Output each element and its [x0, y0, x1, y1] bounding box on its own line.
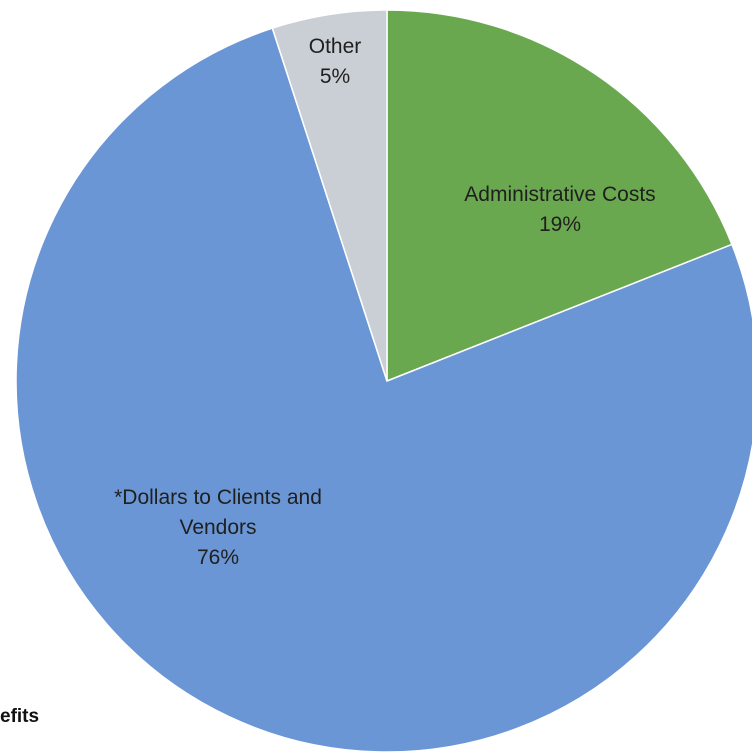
slice-label-line: Administrative Costs: [464, 183, 655, 206]
slice-label-line: *Dollars to Clients and: [114, 486, 322, 509]
footnote-text: efits: [0, 706, 40, 727]
slice-label-line: Other: [309, 35, 362, 58]
pie-slices: [15, 9, 752, 752]
slice-label-line: 19%: [539, 213, 581, 236]
pie-slice-administrative-costs: [386, 9, 733, 383]
pie-slice-dollars-to-clients-and-vendors: [15, 27, 752, 752]
pie-slice-other: [271, 9, 388, 382]
pie-labels: Administrative Costs 19% *Dollars to Clien…: [114, 35, 656, 569]
slice-label-line: 76%: [197, 546, 239, 569]
slice-label-administrative-costs: Administrative Costs 19%: [464, 183, 655, 236]
slice-label-dollars-to-clients-and-vendors: *Dollars to Clients and Vendors 76%: [114, 486, 322, 569]
slice-label-other: Other 5%: [309, 35, 362, 88]
slice-label-line: Vendors: [179, 516, 256, 539]
slice-label-line: 5%: [320, 65, 350, 88]
